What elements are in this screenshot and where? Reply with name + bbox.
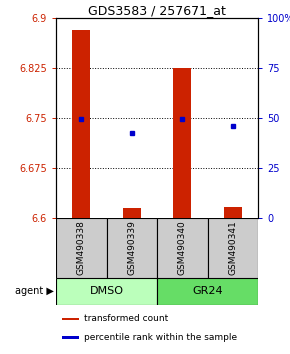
Text: GSM490340: GSM490340 <box>178 221 187 275</box>
Text: agent ▶: agent ▶ <box>14 286 53 297</box>
Bar <box>56 218 106 278</box>
Bar <box>224 207 242 218</box>
Bar <box>208 218 258 278</box>
Text: DMSO: DMSO <box>90 286 124 297</box>
Bar <box>157 278 258 305</box>
Bar <box>173 68 191 218</box>
Title: GDS3583 / 257671_at: GDS3583 / 257671_at <box>88 4 226 17</box>
Bar <box>157 218 208 278</box>
Bar <box>106 218 157 278</box>
Bar <box>56 278 157 305</box>
Text: GSM490338: GSM490338 <box>77 221 86 275</box>
Bar <box>72 30 90 218</box>
Text: GR24: GR24 <box>192 286 223 297</box>
Bar <box>123 208 141 218</box>
Text: transformed count: transformed count <box>84 314 168 324</box>
Bar <box>62 336 79 339</box>
Text: percentile rank within the sample: percentile rank within the sample <box>84 333 237 342</box>
Text: GSM490339: GSM490339 <box>127 221 136 275</box>
Bar <box>62 318 79 320</box>
Text: GSM490341: GSM490341 <box>228 221 237 275</box>
